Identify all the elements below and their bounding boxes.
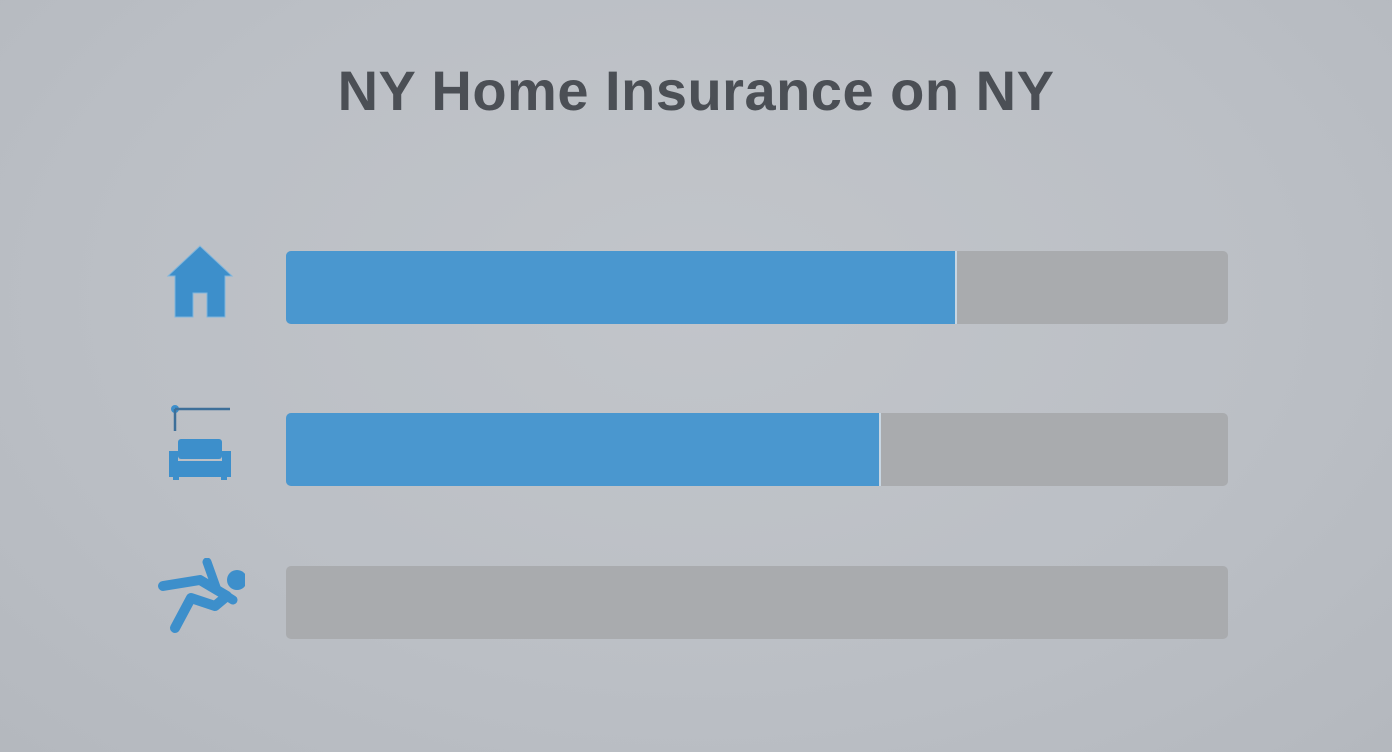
bar-track bbox=[286, 413, 1228, 486]
couch-lamp-icon bbox=[169, 405, 231, 480]
bar-row-home bbox=[0, 245, 1392, 325]
bar-track bbox=[286, 251, 1228, 324]
bar-row-contents bbox=[0, 405, 1392, 487]
bar-track bbox=[286, 566, 1228, 639]
falling-person-icon bbox=[158, 558, 245, 633]
bar-fill-home bbox=[286, 251, 957, 324]
chart-title: NY Home Insurance on NY bbox=[337, 59, 1055, 122]
house-icon bbox=[166, 245, 234, 318]
bar-fill-contents bbox=[286, 413, 882, 486]
bar-row-liability bbox=[0, 558, 1392, 640]
